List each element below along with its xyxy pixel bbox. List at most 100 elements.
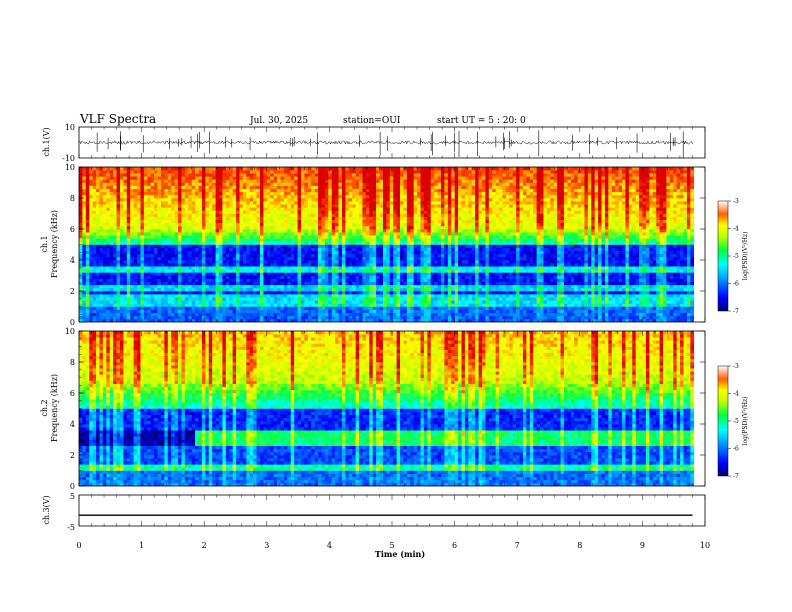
heatmap-cell: [85, 294, 90, 298]
heatmap-cell: [160, 260, 165, 264]
heatmap-cell: [328, 272, 333, 276]
heatmap-cell: [376, 281, 380, 286]
heatmap-cell: [287, 284, 292, 289]
heatmap-cell: [277, 219, 281, 224]
heatmap-cell: [137, 222, 141, 227]
heatmap-cell: [184, 194, 189, 199]
heatmap-cell: [273, 225, 278, 230]
heatmap-cell: [410, 250, 414, 255]
heatmap-cell: [239, 216, 244, 220]
heatmap-cell: [341, 297, 346, 301]
heatmap-cell: [324, 179, 329, 183]
heatmap-cell: [208, 266, 213, 270]
heatmap-cell: [321, 232, 326, 236]
heatmap-cell: [324, 297, 329, 301]
heatmap-cell: [273, 213, 278, 217]
heatmap-cell: [222, 281, 227, 286]
heatmap-cell: [123, 256, 128, 261]
heatmap-cell: [82, 179, 87, 183]
heatmap-cell: [215, 312, 220, 317]
heatmap-cell: [178, 278, 182, 282]
heatmap-cell: [260, 263, 264, 267]
heatmap-cell: [79, 300, 83, 304]
heatmap-cell: [386, 194, 391, 199]
heatmap-cell: [413, 297, 418, 301]
heatmap-cell: [376, 229, 380, 233]
heatmap-cell: [188, 281, 193, 286]
heatmap-cell: [389, 291, 394, 295]
heatmap-cell: [102, 225, 107, 230]
heatmap-cell: [92, 272, 97, 276]
heatmap-cell: [324, 300, 329, 304]
heatmap-cell: [116, 213, 121, 217]
heatmap-cell: [290, 278, 295, 282]
heatmap-cell: [188, 213, 193, 217]
heatmap-cell: [130, 222, 134, 227]
heatmap-cell: [208, 312, 213, 317]
heatmap-cell: [307, 167, 312, 171]
heatmap-cell: [171, 194, 175, 199]
heatmap-cell: [273, 191, 278, 196]
heatmap-cell: [266, 281, 271, 286]
heatmap-cell: [396, 232, 401, 236]
heatmap-cell: [92, 306, 97, 310]
heatmap-cell: [355, 315, 360, 320]
heatmap-cell: [123, 235, 128, 239]
heatmap-cell: [283, 300, 288, 304]
heatmap-cell: [318, 266, 322, 270]
heatmap-cell: [157, 213, 162, 217]
heatmap-cell: [242, 266, 247, 270]
heatmap-cell: [266, 235, 271, 239]
heatmap-cell: [355, 272, 360, 276]
heatmap-cell: [160, 312, 165, 317]
heatmap-cell: [229, 173, 233, 177]
heatmap-cell: [300, 225, 305, 230]
heatmap-cell: [157, 291, 162, 295]
heatmap-cell: [119, 207, 124, 211]
heatmap-cell: [188, 216, 193, 220]
heatmap-cell: [82, 260, 87, 264]
heatmap-cell: [328, 284, 333, 289]
heatmap-cell: [246, 256, 251, 261]
heatmap-cell: [205, 207, 210, 211]
heatmap-cell: [191, 266, 196, 270]
heatmap-cell: [195, 297, 199, 301]
heatmap-cell: [379, 191, 384, 196]
heatmap-cell: [109, 232, 114, 236]
heatmap-cell: [119, 170, 124, 174]
heatmap-cell: [113, 179, 117, 183]
heatmap-cell: [318, 201, 322, 205]
heatmap-cell: [143, 210, 148, 214]
heatmap-cell: [219, 225, 223, 230]
heatmap-cell: [294, 297, 298, 301]
heatmap-cell: [106, 250, 111, 255]
heatmap-cell: [198, 291, 203, 295]
heatmap-cell: [215, 300, 220, 304]
heatmap-cell: [318, 250, 322, 255]
heatmap-cell: [365, 247, 370, 251]
heatmap-cell: [191, 318, 196, 322]
heatmap-cell: [242, 188, 247, 193]
heatmap-cell: [260, 213, 264, 217]
heatmap-cell: [270, 291, 274, 295]
heatmap-cell: [335, 269, 339, 273]
heatmap-cell: [335, 207, 339, 211]
heatmap-cell: [181, 185, 186, 189]
heatmap-cell: [270, 207, 274, 211]
heatmap-cell: [219, 253, 223, 258]
heatmap-cell: [85, 291, 90, 295]
heatmap-cell: [362, 287, 367, 292]
heatmap-cell: [376, 303, 380, 307]
heatmap-cell: [99, 303, 104, 307]
heatmap-cell: [167, 185, 172, 189]
heatmap-cell: [335, 232, 339, 236]
heatmap-cell: [379, 188, 384, 193]
heatmap-cell: [376, 300, 380, 304]
heatmap-cell: [239, 207, 244, 211]
heatmap-cell: [188, 188, 193, 193]
heatmap-cell: [116, 238, 121, 242]
heatmap-cell: [116, 173, 121, 177]
heatmap-cell: [403, 287, 408, 292]
heatmap-cell: [140, 247, 145, 251]
heatmap-cell: [123, 182, 128, 186]
